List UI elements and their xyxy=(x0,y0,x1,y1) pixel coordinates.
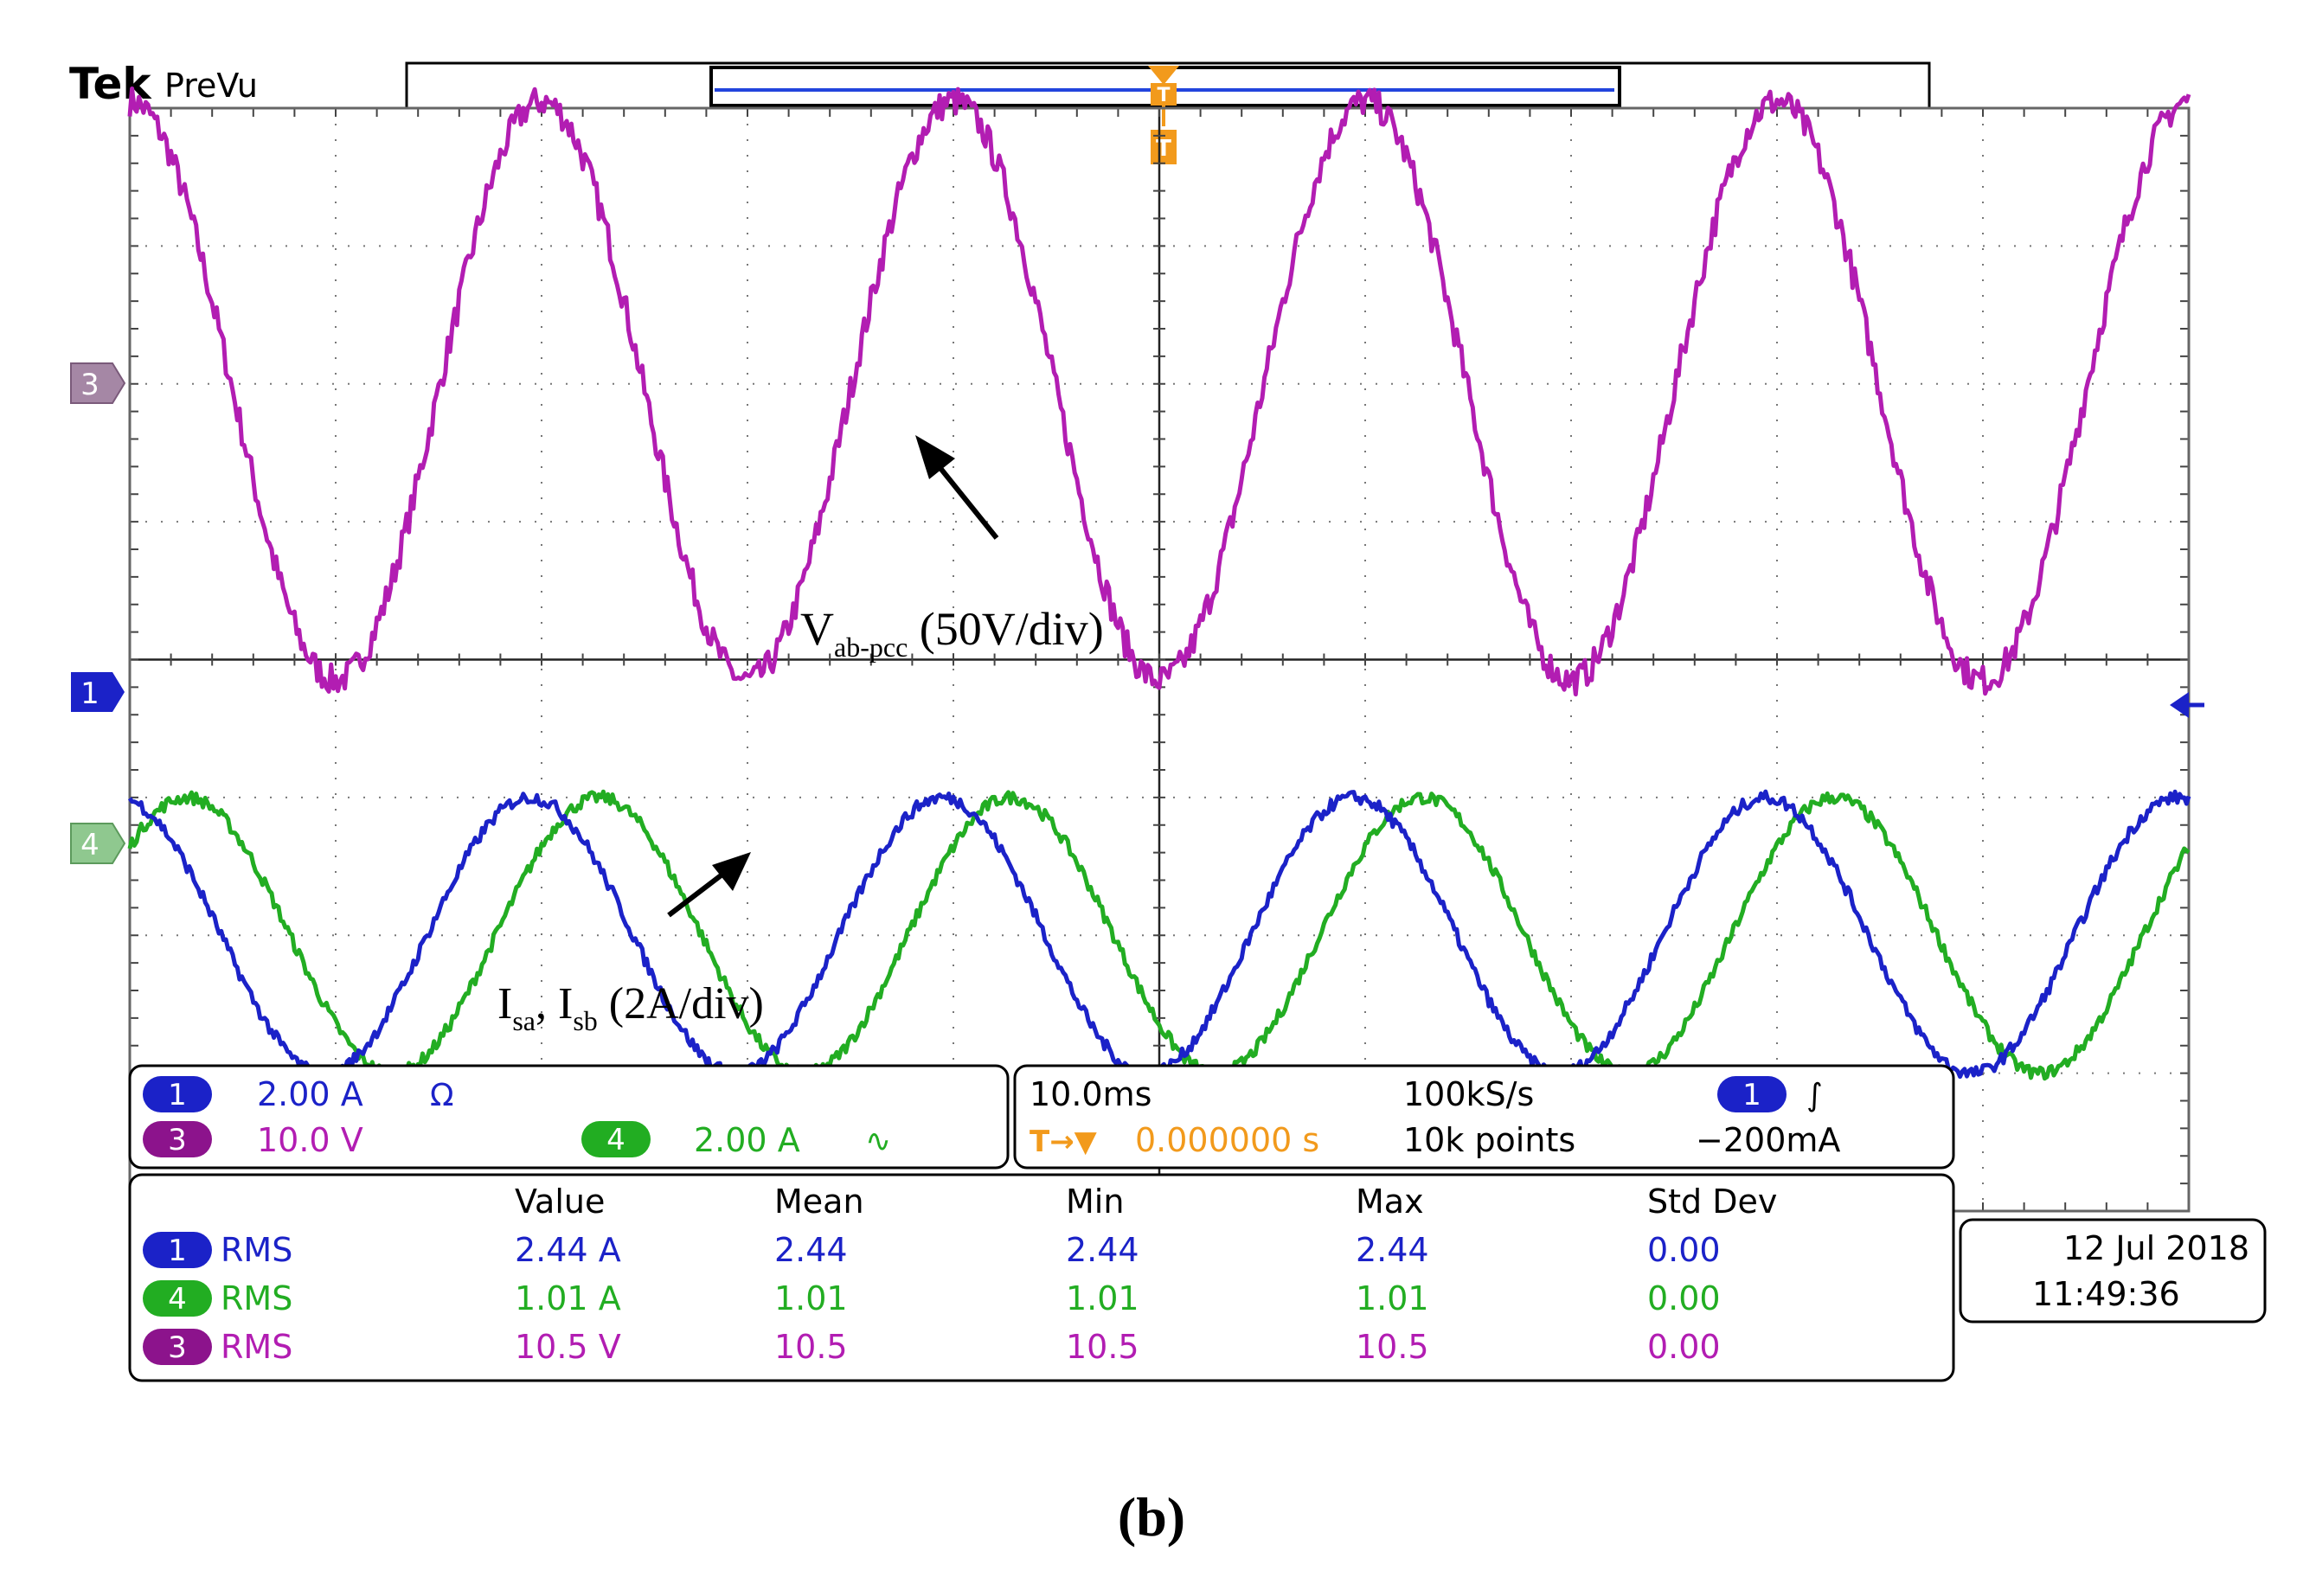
record-length: 10k points xyxy=(1403,1121,1575,1159)
time-per-div: 10.0ms xyxy=(1030,1075,1152,1113)
svg-text:10.5: 10.5 xyxy=(1356,1328,1429,1366)
svg-text:RMS: RMS xyxy=(221,1279,292,1317)
sample-rate: 100kS/s xyxy=(1403,1075,1534,1113)
svg-text:1.01: 1.01 xyxy=(774,1279,848,1317)
measurements-panel[interactable]: Value Mean Min Max Std Dev 1 RMS 2.44 A … xyxy=(128,1173,1955,1382)
ch1-scale: 2.00 A xyxy=(257,1075,363,1113)
measurement-row-ch1: 1 RMS 2.44 A 2.44 2.44 2.44 0.00 xyxy=(143,1231,1721,1269)
svg-text:RMS: RMS xyxy=(221,1328,292,1366)
ch4-scale: 2.00 A xyxy=(694,1121,800,1159)
trigger-level: −200mA xyxy=(1696,1121,1840,1159)
svg-text:1: 1 xyxy=(80,676,99,711)
ch3-settings[interactable]: 3 10.0 V xyxy=(143,1121,363,1159)
svg-text:2.44: 2.44 xyxy=(1356,1231,1429,1269)
figure-caption: (b) xyxy=(1118,1486,1185,1548)
svg-text:Mean: Mean xyxy=(774,1183,864,1221)
measurement-row-ch3: 3 RMS 10.5 V 10.5 10.5 10.5 0.00 xyxy=(143,1328,1721,1366)
annotation-arrow-voltage xyxy=(915,435,999,540)
svg-text:Std Dev: Std Dev xyxy=(1647,1183,1777,1221)
ch1-coupling: Ω xyxy=(430,1078,454,1113)
time-label: 11:49:36 xyxy=(2032,1275,2180,1313)
waveform-vab-pcc xyxy=(127,87,2191,697)
ch4-coupling: ∿ xyxy=(865,1124,891,1159)
svg-text:2.44: 2.44 xyxy=(1066,1231,1139,1269)
svg-text:Value: Value xyxy=(515,1183,605,1221)
trigger-level-marker[interactable] xyxy=(2170,692,2204,718)
waveform-isa xyxy=(127,789,2191,1082)
svg-text:0.00: 0.00 xyxy=(1647,1231,1721,1269)
ch3-ground-marker[interactable]: 3 xyxy=(70,362,126,404)
svg-text:1.01 A: 1.01 A xyxy=(515,1279,621,1317)
mode-label: PreVu xyxy=(164,67,258,105)
svg-text:0.00: 0.00 xyxy=(1647,1279,1721,1317)
svg-text:1: 1 xyxy=(168,1234,187,1268)
svg-text:T: T xyxy=(1157,85,1170,106)
svg-text:1.01: 1.01 xyxy=(1066,1279,1139,1317)
trigger-position-prefix: T→▼ xyxy=(1030,1125,1098,1159)
trigger-slope-icon: ∫ xyxy=(1806,1078,1823,1113)
channel-settings-panel[interactable]: 1 2.00 A Ω 3 10.0 V 4 2.00 A ∿ xyxy=(128,1064,1010,1170)
annotation-arrow-current xyxy=(667,852,751,918)
svg-text:Max: Max xyxy=(1356,1183,1424,1221)
timebase-panel[interactable]: 10.0ms 100kS/s 1 ∫ T→▼ 0.000000 s 10k po… xyxy=(1013,1064,1955,1170)
svg-text:3: 3 xyxy=(168,1330,187,1365)
svg-text:2.44: 2.44 xyxy=(774,1231,848,1269)
measurement-row-ch4: 4 RMS 1.01 A 1.01 1.01 1.01 0.00 xyxy=(143,1279,1721,1317)
svg-text:4: 4 xyxy=(80,828,99,862)
ch1-ground-marker[interactable]: 1 xyxy=(71,672,125,712)
svg-text:1: 1 xyxy=(168,1078,187,1112)
svg-text:1.01: 1.01 xyxy=(1356,1279,1429,1317)
datetime-panel: 12 Jul 2018 11:49:36 xyxy=(1959,1218,2267,1324)
measurements-header: Value Mean Min Max Std Dev xyxy=(515,1183,1777,1221)
svg-text:3: 3 xyxy=(80,368,99,402)
svg-text:10.5: 10.5 xyxy=(774,1328,848,1366)
ch3-scale: 10.0 V xyxy=(257,1121,363,1159)
svg-text:0.00: 0.00 xyxy=(1647,1328,1721,1366)
svg-text:4: 4 xyxy=(606,1123,625,1157)
ch4-ground-marker[interactable]: 4 xyxy=(70,823,126,864)
svg-text:1: 1 xyxy=(1742,1078,1761,1112)
svg-text:RMS: RMS xyxy=(221,1231,292,1269)
current-annotation: Isa, Isb (2A/div) xyxy=(497,979,764,1036)
trigger-source[interactable]: 1 xyxy=(1717,1076,1787,1112)
ch4-settings[interactable]: 4 2.00 A ∿ xyxy=(581,1121,891,1159)
trigger-position: 0.000000 s xyxy=(1135,1121,1319,1159)
svg-text:3: 3 xyxy=(168,1123,187,1157)
voltage-annotation: Vab-pcc (50V/div) xyxy=(800,603,1104,663)
svg-text:Min: Min xyxy=(1066,1183,1124,1221)
date-label: 12 Jul 2018 xyxy=(2063,1229,2249,1267)
svg-text:2.44 A: 2.44 A xyxy=(515,1231,621,1269)
svg-text:10.5 V: 10.5 V xyxy=(515,1328,621,1366)
svg-text:4: 4 xyxy=(168,1282,187,1317)
svg-text:10.5: 10.5 xyxy=(1066,1328,1139,1366)
ch1-settings[interactable]: 1 2.00 A Ω xyxy=(143,1075,454,1113)
